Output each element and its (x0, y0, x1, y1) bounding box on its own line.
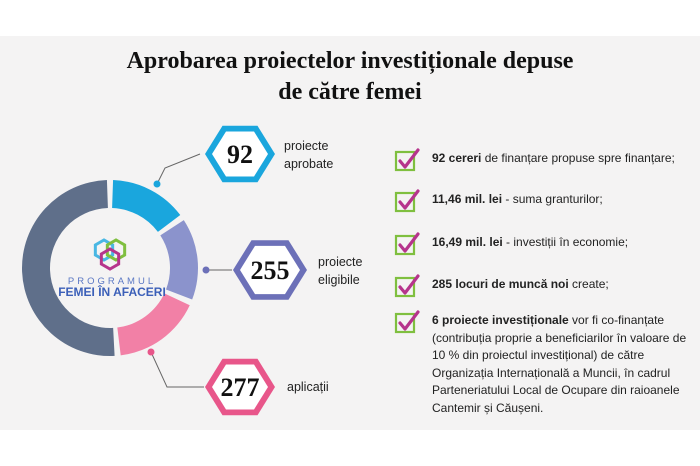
logo-text-bottom: FEMEI ÎN AFACERI (58, 285, 166, 299)
checkmark-icon (394, 274, 420, 298)
logo-mark-icon (93, 238, 127, 271)
connector-dot-eligibile (202, 266, 210, 274)
checkmark-icon (394, 310, 420, 334)
list-item: 6 proiecte investiționale vor fi co-fina… (394, 310, 694, 417)
checkmark-icon (394, 232, 420, 256)
background-panel (0, 36, 700, 430)
program-logo: PROGRAMUL FEMEI ÎN AFACERI (47, 232, 177, 299)
list-item-text: 6 proiecte investiționale vor fi co-fina… (432, 313, 687, 415)
badge-hexagon-inner-aplicatii (212, 364, 268, 410)
connector-line-aprobate (156, 153, 201, 185)
connector-dot-aprobate (153, 180, 161, 188)
list-item: 285 locuri de muncă noi create; (394, 274, 694, 300)
badge-hexagon-inner-eligibile (240, 245, 300, 295)
connector-line-aplicatii (150, 351, 204, 388)
list-item-text: 16,49 mil. lei - investiții în economie; (432, 235, 629, 249)
page-title: Aprobarea proiectelor investiționale dep… (0, 46, 700, 108)
title-line-2: de către femei (278, 79, 422, 105)
caption-aprobate: proiecte aprobate (284, 137, 333, 173)
list-item-text: 92 cereri de finanțare propuse spre fina… (432, 151, 675, 165)
caption-aprobate-line2: aprobate (284, 157, 334, 171)
logo-text-top: PROGRAMUL (67, 276, 157, 287)
checkmark-icon (394, 189, 420, 213)
caption-eligibile-line1: proiecte (318, 255, 363, 269)
connector-dot-aplicatii (147, 348, 155, 356)
caption-eligibile: proiecte eligibile (318, 253, 362, 289)
list-item: 16,49 mil. lei - investiții în economie; (394, 232, 694, 258)
badge-hexagon-inner-aprobate (212, 131, 268, 177)
list-item-text: 285 locuri de muncă noi create; (432, 277, 609, 291)
checkmark-icon (394, 148, 420, 172)
caption-aplicatii: aplicații (287, 378, 329, 396)
badge-value-aprobate: 92 (227, 140, 253, 169)
donut-slice-remainder (21, 180, 115, 356)
logo-hexagon-3 (99, 247, 121, 271)
donut-slice-2 (160, 220, 198, 300)
caption-eligibile-line2: eligibile (318, 273, 360, 287)
donut-slice-1 (112, 180, 181, 232)
list-item: 11,46 mil. lei - suma granturilor; (394, 189, 694, 215)
badge-value-aplicatii: 277 (221, 373, 260, 402)
list-item: 92 cereri de finanțare propuse spre fina… (394, 148, 694, 174)
logo-hexagon-2 (105, 238, 127, 262)
title-line-1: Aprobarea proiectelor investiționale dep… (126, 48, 574, 74)
logo-hexagon-1 (93, 238, 115, 262)
caption-aplicatii-line1: aplicații (287, 380, 329, 394)
donut-slice-3 (117, 293, 190, 356)
badge-value-eligibile: 255 (251, 256, 290, 285)
list-item-text: 11,46 mil. lei - suma granturilor; (432, 192, 603, 206)
caption-aprobate-line1: proiecte (284, 139, 329, 153)
